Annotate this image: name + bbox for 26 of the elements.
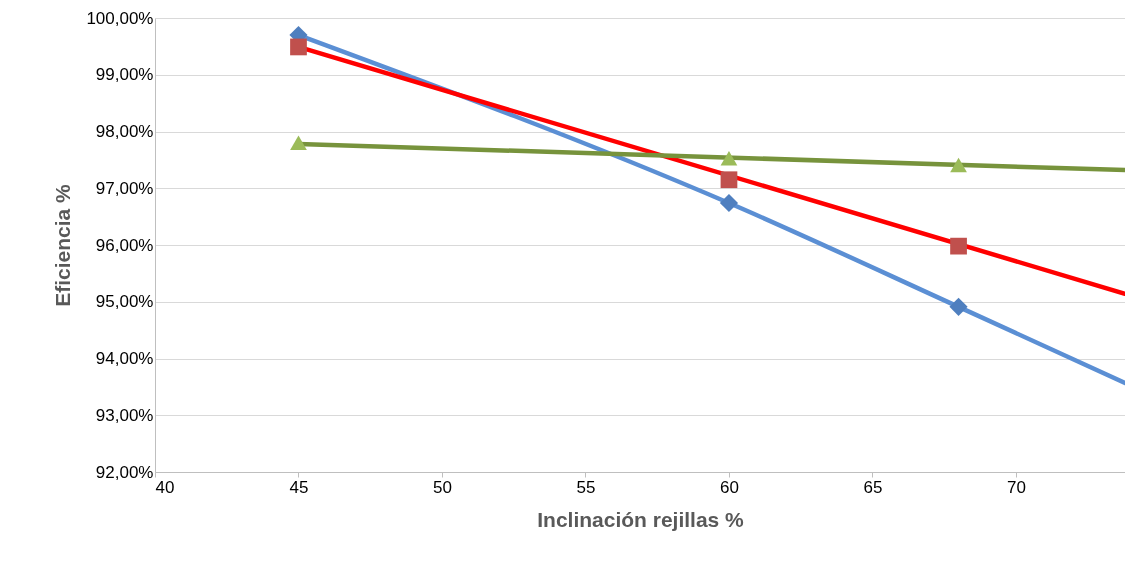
point: [950, 157, 967, 173]
x-tick-label: 45: [289, 477, 309, 497]
y-tick-label: 100,00%: [86, 8, 154, 28]
y-tick-label: 98,00%: [95, 122, 154, 141]
y-tick-label: 93,00%: [95, 405, 154, 425]
point: [290, 38, 307, 56]
point: [949, 297, 968, 316]
x-tick-label: 70: [1006, 477, 1026, 497]
y-tick-label: 97,00%: [95, 178, 154, 198]
y-tick-label: 96,00%: [95, 235, 154, 255]
y-tick-label: 99,00%: [95, 65, 154, 85]
y-axis-title: Eficiencia %: [51, 183, 75, 307]
x-axis-title: Inclinación rejillas %: [537, 507, 745, 531]
y-tick-label: 95,00%: [95, 292, 154, 312]
point: [720, 150, 738, 166]
point: [950, 237, 967, 255]
x-tick-label: 40: [155, 477, 175, 497]
point: [290, 135, 307, 151]
point: [720, 171, 738, 189]
x-tick-label: 55: [576, 477, 596, 497]
point: [719, 193, 739, 213]
x-tick-label: 65: [863, 477, 883, 497]
x-tick-label: 60: [720, 477, 739, 497]
y-tick-label: 94,00%: [95, 349, 154, 368]
y-tick-label: 92,00%: [95, 462, 154, 482]
x-tick-label: 50: [433, 477, 452, 497]
